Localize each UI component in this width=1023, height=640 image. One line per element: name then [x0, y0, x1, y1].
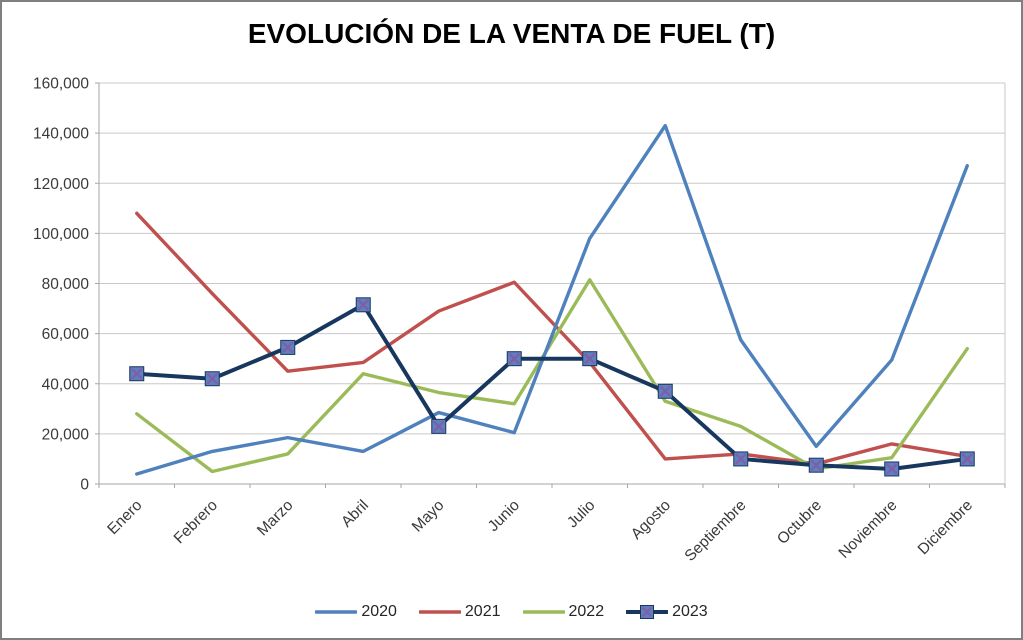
- line-chart-plot-area: 0 20,000 40,000 60,000 80,000 100,000 120,000 1…: [33, 76, 1006, 565]
- legend-item-2023: 2023: [626, 603, 708, 621]
- y-axis-tick-label: 100,000: [33, 226, 89, 243]
- x-axis-label: Septiembre: [682, 497, 750, 565]
- data-point-marker: [280, 339, 296, 355]
- x-axis-label: Diciembre: [915, 497, 976, 558]
- data-point-marker: [733, 451, 749, 467]
- legend-label-2023: 2023: [672, 603, 708, 620]
- legend-item-2022: 2022: [522, 603, 605, 621]
- y-axis-tick-label: 0: [80, 477, 89, 494]
- legend-swatch-2022: [522, 610, 565, 614]
- legend-label-2022: 2022: [568, 603, 605, 620]
- y-axis-tick-label: 120,000: [33, 176, 89, 193]
- legend-label-2021: 2021: [464, 603, 501, 620]
- legend-label-2020: 2020: [361, 603, 397, 620]
- y-axis-tick-label: 20,000: [42, 426, 90, 443]
- x-axis-label: Octubre: [774, 497, 825, 548]
- x-axis-label: Febrero: [171, 497, 221, 547]
- y-axis-tick-label: 80,000: [42, 276, 90, 293]
- series-line-2021: [135, 211, 969, 466]
- x-axis-label: Noviembre: [836, 497, 901, 562]
- data-point-marker: [959, 451, 975, 467]
- legend-item-2021: 2021: [418, 603, 501, 621]
- x-axis-label: Marzo: [254, 497, 296, 539]
- data-point-marker: [129, 366, 145, 382]
- legend-swatch-2023: [626, 605, 669, 619]
- x-axis-label: Julio: [564, 497, 599, 532]
- x-axis-label: Enero: [104, 497, 145, 538]
- x-axis-label: Agosto: [628, 497, 674, 543]
- data-point-marker: [506, 351, 522, 367]
- data-point-marker: [808, 457, 824, 473]
- x-axis-label: Abril: [338, 497, 372, 531]
- data-point-marker: [431, 418, 447, 434]
- data-point-marker: [657, 383, 673, 399]
- x-axis-label: Junio: [485, 497, 523, 535]
- y-axis-tick-label: 40,000: [42, 376, 90, 393]
- data-point-marker: [355, 297, 371, 313]
- chart-title: EVOLUCIÓN DE LA VENTA DE FUEL (T): [247, 18, 776, 49]
- y-axis-tick-label: 60,000: [42, 326, 90, 343]
- legend: 2020 2021 2022 2023: [2, 603, 1021, 621]
- x-axis-label: Mayo: [409, 497, 448, 536]
- y-axis-tick-label: 160,000: [33, 76, 89, 93]
- data-point-marker: [884, 461, 900, 477]
- legend-item-2020: 2020: [315, 603, 397, 621]
- legend-marker-x-icon: [641, 606, 653, 618]
- legend-swatch-2020: [315, 610, 358, 614]
- data-point-marker: [582, 351, 598, 367]
- data-point-marker: [204, 371, 220, 387]
- series-line-2020: [135, 123, 969, 476]
- y-axis-tick-label: 140,000: [33, 126, 89, 143]
- series-line-2023: [134, 302, 970, 471]
- legend-swatch-2021: [418, 610, 461, 614]
